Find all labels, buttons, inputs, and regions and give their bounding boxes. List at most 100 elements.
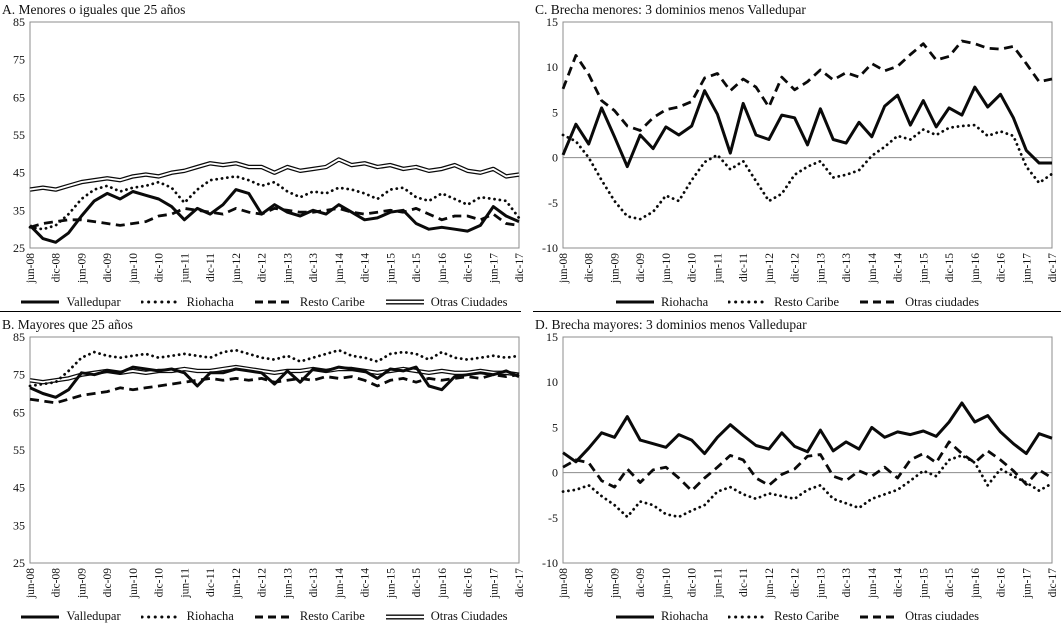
y-tick-label: -5: [548, 196, 558, 210]
legend-label: Resto Caribe: [299, 609, 365, 623]
legend-label: Resto Caribe: [774, 294, 840, 309]
legend-item-riohacha: Riohacha: [140, 609, 234, 623]
series-line-resto-caribe: [29, 206, 520, 229]
legend-c: Riohacha Resto Caribe Otras ciudades: [533, 294, 1061, 310]
legend-b: Valledupar Riohacha Resto Caribe Otras Ciud…: [0, 609, 528, 623]
legend-label: Valledupar: [66, 294, 121, 309]
x-tick-label: jun-08: [25, 253, 37, 284]
x-tick-label: jun-15: [385, 568, 397, 599]
plot-border: [562, 21, 1053, 249]
legend-label: Resto Caribe: [299, 294, 365, 309]
legend-sample-double-line: [385, 614, 424, 619]
x-tick-label: jun-16: [970, 253, 982, 284]
series-line-riohacha: [28, 174, 521, 231]
x-tick-label: dic-08: [51, 253, 63, 283]
x-tick-label: dic-12: [790, 253, 802, 283]
x-tick-label: jun-11: [712, 253, 724, 284]
legend-sample-dashed-line: [860, 300, 899, 304]
legend-label: Otras Ciudades: [430, 609, 508, 623]
plot-border: [562, 336, 1053, 564]
legend-sample-solid-line: [21, 615, 60, 618]
x-tick-label: jun-10: [128, 253, 140, 284]
series-line-otras-ciudades: [29, 157, 520, 192]
y-tick-label: 85: [13, 18, 25, 29]
y-tick-label: 75: [13, 368, 25, 382]
y-tick-label: 65: [13, 405, 25, 419]
x-tick-label: jun-16: [437, 253, 449, 284]
legend-item-otras-ciudades: Otras ciudades: [859, 609, 979, 623]
y-tick-label: -10: [542, 241, 558, 255]
x-tick-label: jun-17: [1021, 253, 1033, 284]
x-tick-label: jun-16: [970, 568, 982, 599]
x-tick-label: dic-08: [584, 568, 596, 598]
series-line-valledupar: [28, 188, 520, 244]
row-divider-right: [533, 311, 1061, 312]
x-tick-label: jun-15: [385, 253, 397, 284]
x-tick-label: dic-09: [102, 253, 114, 283]
series-line-resto-caribe: [561, 454, 1054, 519]
legend-item-resto-caribe: Resto Caribe: [728, 295, 839, 310]
series-line-riohacha: [28, 348, 521, 388]
x-tick-label: dic-10: [154, 253, 166, 283]
x-tick-label: dic-10: [154, 568, 166, 598]
x-tick-label: jun-10: [128, 568, 140, 599]
legend-item-riohacha: Riohacha: [615, 295, 708, 310]
x-tick-label: dic-17: [1047, 568, 1059, 598]
series-line-core-otras-ciudades: [29, 158, 520, 191]
legend-sample-dashed-line: [860, 615, 899, 618]
x-tick-label: jun-09: [610, 568, 622, 599]
chart-area-d: 15 10 5 0 -5 -10 jun-08 dic-08 jun-09 dic-09 jun-1…: [533, 333, 1061, 609]
x-tick-label: dic-15: [944, 253, 956, 283]
x-tick-label: dic-10: [687, 253, 699, 283]
y-tick-label: 15: [546, 333, 558, 344]
x-tick-label: dic-13: [308, 568, 320, 598]
y-tick-label: 85: [13, 333, 25, 344]
x-tick-label: dic-14: [360, 568, 372, 598]
chart-area-a: 85 75 65 55 45 35 25 jun-08 dic-08 jun-09 dic-09 ju…: [0, 18, 528, 294]
x-tick-label: dic-13: [308, 253, 320, 283]
legend-sample-dotted-line: [728, 615, 769, 618]
x-tick-label: dic-11: [205, 568, 217, 597]
plot-border: [29, 21, 520, 249]
legend-sample-dotted-line: [140, 300, 181, 304]
x-tick-label: jun-09: [77, 568, 89, 599]
y-tick-label: 10: [546, 375, 558, 389]
x-tick-label: jun-13: [815, 568, 827, 599]
x-tick-label: dic-14: [360, 253, 372, 283]
x-tick-label: jun-17: [488, 253, 500, 284]
x-tick-label: jun-11: [179, 568, 191, 599]
panel-b-mayores-25: B. Mayores que 25 años 85 75 65 55 45 35 25 jun…: [0, 317, 528, 623]
x-tick-label: dic-14: [893, 253, 905, 283]
legend-a: Valledupar Riohacha Resto Caribe Otras Ciud…: [0, 294, 528, 310]
x-tick-label: dic-16: [996, 568, 1008, 598]
y-tick-label: 55: [13, 128, 25, 142]
series-line-resto-caribe: [561, 123, 1054, 221]
x-tick-label: dic-17: [1047, 253, 1059, 283]
y-tick-label: 45: [13, 166, 25, 180]
y-tick-label: 75: [13, 53, 25, 67]
y-tick-label: 15: [546, 18, 558, 29]
x-tick-label: dic-12: [257, 568, 269, 598]
x-tick-label: jun-17: [1021, 568, 1033, 599]
x-tick-label: jun-12: [764, 253, 776, 284]
x-tick-label: dic-09: [635, 253, 647, 283]
x-tick-label: jun-14: [334, 568, 346, 599]
legend-sample-dashed-line: [254, 300, 293, 304]
legend-item-resto-caribe: Resto Caribe: [728, 609, 839, 623]
row-divider-left: [0, 311, 521, 312]
chart-area-b: 85 75 65 55 45 35 25 jun-08 dic-08 jun-09 dic-09 ju…: [0, 333, 528, 609]
x-tick-label: dic-10: [687, 568, 699, 598]
x-tick-label: jun-14: [334, 253, 346, 284]
y-tick-label: 0: [552, 151, 558, 165]
x-tick-label: dic-15: [411, 568, 423, 598]
legend-item-resto-caribe: Resto Caribe: [254, 295, 365, 310]
x-tick-label: jun-14: [867, 253, 879, 284]
x-tick-label: jun-13: [815, 253, 827, 284]
panel-title-a: A. Menores o iguales que 25 años: [2, 2, 186, 17]
y-tick-label: -5: [548, 511, 558, 525]
x-tick-label: dic-11: [205, 253, 217, 282]
legend-label: Riohacha: [660, 609, 709, 623]
